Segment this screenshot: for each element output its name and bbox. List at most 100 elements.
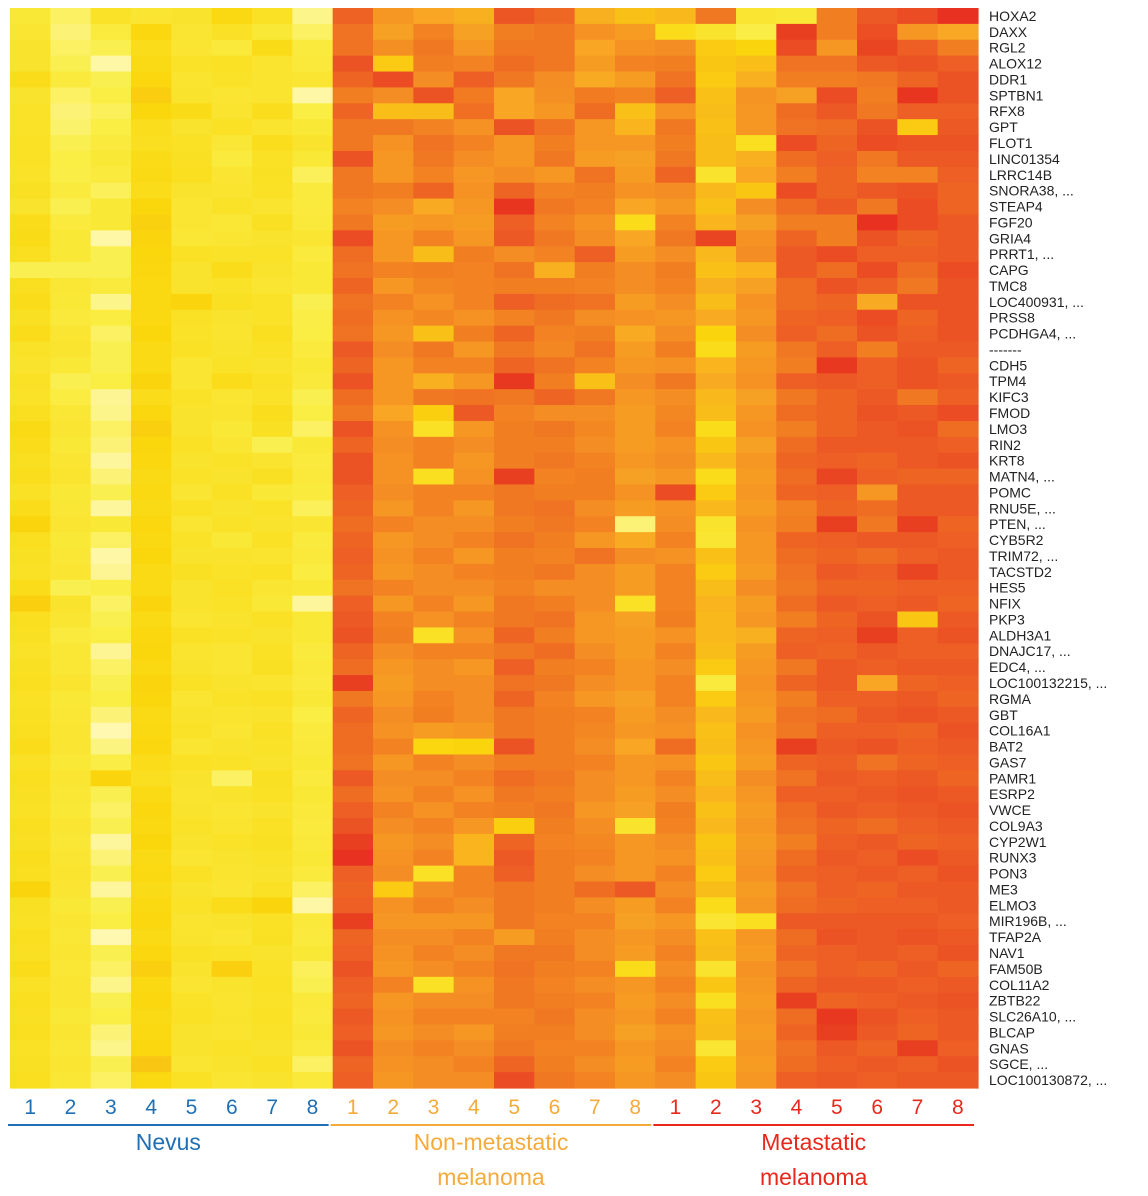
heatmap-cell: [90, 1072, 132, 1089]
heatmap-cell: [10, 786, 51, 803]
heatmap-cell: [534, 722, 576, 740]
heatmap-cell: [131, 373, 172, 390]
heatmap-cell: [10, 849, 51, 867]
heatmap-cell: [897, 1024, 939, 1041]
heatmap-cell: [453, 500, 495, 517]
heatmap-cell: [736, 849, 777, 867]
heatmap-cell: [10, 293, 51, 311]
heatmap-cell: [655, 976, 697, 994]
heatmap-cell: [171, 103, 213, 120]
heatmap-cell: [534, 230, 576, 247]
heatmap-cell: [816, 690, 858, 708]
heatmap-cell: [695, 500, 737, 517]
heatmap-cell: [574, 945, 616, 962]
heatmap-cell: [494, 659, 535, 676]
heatmap-cell: [252, 214, 293, 231]
heatmap-cell: [494, 770, 535, 787]
heatmap-cell: [413, 690, 455, 708]
heatmap-cell: [494, 246, 535, 263]
heatmap-cell: [90, 8, 132, 25]
heatmap-cell: [90, 738, 132, 756]
heatmap-cell: [736, 802, 777, 819]
heatmap-cell: [413, 833, 455, 851]
sample-number-label: 8: [629, 1096, 641, 1119]
heatmap-cell: [373, 182, 414, 200]
heatmap-cell: [90, 389, 132, 406]
heatmap-cell: [534, 484, 576, 501]
heatmap-cell: [10, 659, 51, 676]
heatmap-cell: [413, 373, 455, 390]
heatmap-cell: [655, 246, 697, 263]
heatmap-cell: [816, 278, 858, 295]
heatmap-cell: [574, 516, 616, 533]
heatmap-cell: [131, 818, 172, 835]
heatmap-cell: [736, 246, 777, 263]
heatmap-cell: [373, 357, 414, 374]
heatmap-cell: [252, 87, 293, 104]
heatmap-cell: [453, 786, 495, 803]
heatmap-cell: [10, 373, 51, 390]
heatmap-cell: [171, 309, 213, 327]
heatmap-cell: [332, 532, 374, 549]
heatmap-cell: [453, 611, 495, 629]
heatmap-cell: [574, 262, 616, 279]
heatmap-cell: [857, 500, 898, 517]
gene-label: DAXX: [989, 24, 1028, 40]
heatmap-cell: [292, 945, 334, 962]
heatmap-cell: [90, 579, 132, 597]
heatmap-cell: [695, 357, 737, 374]
heatmap-cell: [131, 865, 172, 883]
heatmap-cell: [453, 548, 495, 565]
heatmap-cell: [655, 166, 697, 184]
heatmap-cell: [171, 516, 213, 533]
heatmap-cell: [413, 103, 455, 120]
heatmap-cell: [453, 849, 495, 867]
heatmap-cell: [292, 738, 334, 756]
heatmap-cell: [615, 992, 656, 1010]
heatmap-cell: [211, 770, 253, 787]
heatmap-cell: [131, 722, 172, 740]
heatmap-cell: [776, 548, 818, 565]
heatmap-cell: [413, 548, 455, 565]
heatmap-cell: [534, 1040, 576, 1057]
heatmap-cell: [252, 611, 293, 629]
heatmap-cell: [453, 627, 495, 644]
heatmap-cell: [211, 611, 253, 629]
heatmap-cell: [90, 309, 132, 327]
heatmap-cell: [413, 659, 455, 676]
gene-label: PKP3: [989, 611, 1025, 627]
heatmap-cell: [171, 1056, 213, 1073]
heatmap-cell: [252, 325, 293, 343]
heatmap-cell: [50, 150, 92, 168]
heatmap-cell: [373, 135, 414, 152]
heatmap-cell: [494, 8, 535, 25]
heatmap-cell: [776, 452, 818, 470]
heatmap-cell: [655, 278, 697, 295]
heatmap-cell: [534, 675, 576, 692]
heatmap-cell: [494, 150, 535, 168]
heatmap-cell: [171, 849, 213, 867]
heatmap-cell: [10, 166, 51, 184]
heatmap-cell: [373, 1024, 414, 1041]
heatmap-cell: [252, 166, 293, 184]
heatmap-cell: [10, 468, 51, 486]
heatmap-cell: [816, 1024, 858, 1041]
heatmap-cell: [10, 865, 51, 883]
heatmap-cell: [655, 754, 697, 771]
heatmap-cell: [10, 198, 51, 216]
heatmap-cell: [897, 675, 939, 692]
heatmap-cell: [211, 484, 253, 501]
heatmap-cell: [776, 659, 818, 676]
heatmap-cell: [655, 309, 697, 327]
heatmap-cell: [171, 786, 213, 803]
heatmap-cell: [171, 230, 213, 247]
heatmap-cell: [90, 357, 132, 374]
heatmap-cell: [211, 929, 253, 946]
heatmap-cell: [816, 357, 858, 374]
gene-label: CYB5R2: [989, 532, 1044, 548]
heatmap-cell: [50, 357, 92, 374]
gene-label: FLOT1: [989, 135, 1033, 151]
heatmap-cell: [10, 87, 51, 104]
heatmap-cell: [857, 849, 898, 867]
heatmap-cell: [252, 960, 293, 978]
